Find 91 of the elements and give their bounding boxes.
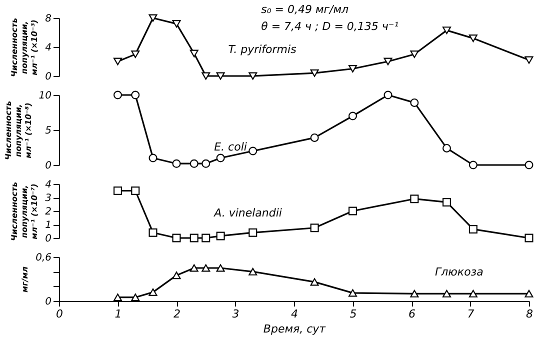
point	[131, 186, 140, 196]
series-label: E. coli	[214, 140, 247, 154]
x-tick-label: 2	[174, 308, 180, 320]
point	[148, 14, 158, 22]
point	[248, 268, 258, 276]
point	[310, 224, 319, 232]
point	[216, 72, 225, 80]
point	[468, 34, 478, 42]
y-axis-title: мг/мл	[20, 266, 30, 293]
point	[172, 272, 181, 280]
point	[524, 234, 534, 242]
point	[113, 58, 122, 66]
x-tick-label: 6	[408, 308, 416, 320]
y-tick-label: 5	[45, 126, 52, 136]
y-tick-label: 2	[45, 206, 52, 218]
point	[524, 160, 534, 170]
y-tick-label: 10	[38, 90, 52, 102]
x-tick-label: 0	[56, 308, 63, 320]
point	[310, 278, 319, 286]
y-tick-label: 0	[45, 72, 52, 82]
point	[148, 288, 158, 296]
point	[190, 159, 198, 168]
point	[348, 112, 358, 120]
point	[248, 146, 258, 156]
point	[468, 224, 478, 234]
point	[310, 69, 319, 77]
y-tick-label: 0	[45, 234, 52, 244]
point	[410, 194, 419, 204]
point	[524, 56, 534, 64]
point	[384, 90, 392, 100]
point	[442, 198, 452, 206]
series-label: Глюкоза	[435, 265, 484, 278]
x-tick-label: 5	[350, 308, 357, 320]
point	[216, 154, 225, 162]
point	[172, 234, 181, 242]
point	[172, 20, 181, 28]
x-tick-label: 1	[114, 308, 122, 320]
x-tick-label: 8	[526, 308, 533, 320]
point	[131, 90, 140, 100]
point	[468, 160, 478, 170]
y-tick-label: 8	[45, 14, 52, 24]
point	[131, 50, 140, 58]
y-tick-label: 4	[45, 180, 52, 190]
point	[348, 289, 358, 297]
point	[442, 144, 452, 152]
y-axis-title: Численность популяции, мл⁻¹ (×10⁻³)	[10, 18, 40, 78]
point	[348, 206, 358, 216]
y-tick-label: 3	[45, 193, 52, 204]
y-axis-title: Численность популяции, мл⁻¹ (×10⁻⁷)	[10, 182, 40, 242]
point	[216, 264, 225, 272]
point	[310, 133, 319, 142]
x-axis-title: Время, сут	[263, 322, 326, 336]
point	[410, 290, 419, 298]
point	[248, 72, 258, 80]
y-tick-label: 4	[45, 42, 52, 54]
y-axis-title: Численность популяции, мл⁻¹ (×10⁻⁸)	[4, 100, 33, 160]
annotation: θ = 7,4 ч ; D = 0,135 ч⁻¹	[261, 20, 399, 33]
y-tick-label: 0	[45, 296, 52, 308]
point	[202, 72, 210, 80]
point	[348, 64, 358, 73]
point	[524, 290, 534, 298]
point	[468, 290, 478, 298]
point	[202, 264, 210, 272]
point	[113, 186, 122, 196]
point	[131, 294, 140, 302]
point	[190, 234, 198, 242]
point	[410, 50, 419, 58]
point	[442, 290, 452, 298]
point	[148, 228, 158, 237]
point	[216, 232, 225, 240]
point	[113, 90, 122, 100]
series-label: A. vinelandii	[213, 206, 282, 220]
point	[384, 58, 392, 66]
y-tick-label: 0,6	[36, 252, 52, 264]
point	[113, 294, 122, 302]
point	[190, 264, 198, 272]
y-tick-label: 1	[45, 220, 52, 231]
x-tick-label: 7	[467, 308, 474, 320]
series-label: T. pyriformis	[228, 42, 297, 56]
y-tick-label: 0	[45, 160, 52, 172]
point	[442, 26, 452, 34]
point	[172, 159, 181, 168]
point	[202, 159, 210, 168]
x-tick-label: 4	[291, 308, 298, 320]
point	[190, 50, 198, 58]
point	[148, 154, 158, 162]
point	[202, 234, 210, 242]
x-tick-label: 3	[232, 308, 240, 320]
text: s₀ = 0,49 мг/мл	[261, 3, 349, 16]
point	[410, 98, 419, 107]
point	[248, 228, 258, 237]
